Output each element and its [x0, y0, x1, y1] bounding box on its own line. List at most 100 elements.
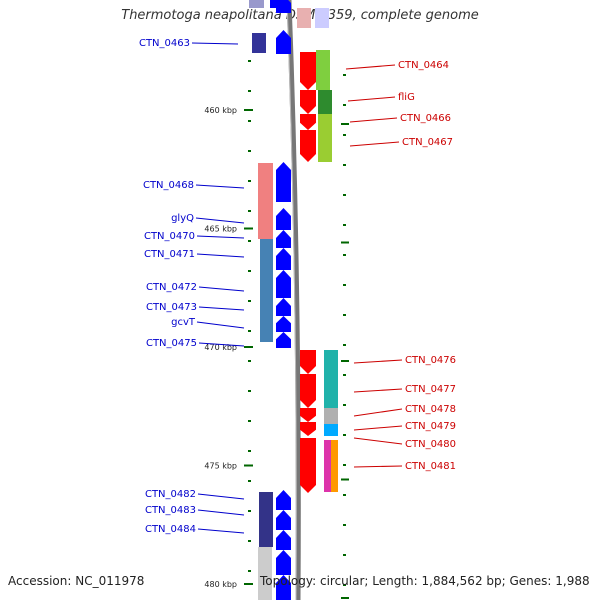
minor-tick-right — [343, 524, 346, 526]
gene-block — [297, 8, 311, 28]
label-leader-left — [197, 509, 245, 516]
kbp-label: 470 kbp — [204, 343, 237, 352]
gene-block — [258, 547, 272, 600]
minor-tick-right — [343, 344, 346, 346]
gene-label-left: CTN_0483 — [145, 505, 196, 516]
kbp-tick — [244, 464, 253, 467]
gene-label-right: fliG — [398, 92, 415, 103]
minor-tick-right — [343, 74, 346, 76]
cds-arrow-left — [276, 248, 291, 270]
minor-tick-right — [343, 434, 346, 436]
cds-arrow-right — [300, 374, 316, 408]
minor-tick-right — [343, 494, 346, 496]
gene-block — [270, 0, 285, 8]
label-leader-right — [353, 437, 403, 445]
gene-block — [318, 114, 332, 162]
cds-arrow-left — [276, 30, 291, 54]
cds-arrow-left — [276, 270, 291, 298]
label-leader-right — [347, 96, 396, 102]
label-leader-left — [195, 217, 245, 224]
minor-tick-left — [248, 240, 251, 242]
minor-tick-left — [248, 390, 251, 392]
label-leader-left — [196, 321, 245, 329]
gene-label-left: CTN_0468 — [143, 180, 194, 191]
cds-arrow-left — [276, 208, 291, 230]
minor-tick-left — [248, 120, 251, 122]
kbp-tick — [244, 227, 253, 230]
cds-arrow-left — [276, 575, 291, 600]
gene-label-left: CTN_0463 — [139, 38, 190, 49]
cds-arrow-left — [276, 230, 291, 248]
cds-arrow-right — [300, 350, 316, 374]
gene-label-left: CTN_0471 — [144, 249, 195, 260]
backbone-highlight — [286, 0, 297, 600]
gene-label-right: CTN_0466 — [400, 113, 451, 124]
gene-block — [324, 350, 338, 408]
label-leader-right — [353, 425, 403, 431]
cds-arrow-right — [300, 408, 316, 422]
minor-tick-right — [343, 104, 346, 106]
minor-tick-left — [248, 420, 251, 422]
minor-tick-left — [248, 60, 251, 62]
gene-block — [252, 33, 266, 53]
minor-tick-right — [343, 134, 346, 136]
cds-arrow-left — [276, 490, 291, 510]
gene-block — [260, 239, 273, 342]
label-leader-left — [196, 253, 245, 258]
gene-label-left: CTN_0484 — [145, 524, 196, 535]
gene-label-left: CTN_0472 — [146, 282, 197, 293]
minor-tick-left — [248, 570, 251, 572]
cds-arrow-left — [276, 530, 291, 550]
cds-arrow-right — [300, 438, 316, 493]
gene-block — [318, 90, 332, 114]
minor-tick-right — [343, 314, 346, 316]
cds-arrow-right — [300, 52, 316, 90]
label-leader-left — [198, 306, 245, 311]
minor-tick-left — [248, 180, 251, 182]
gene-label-right: CTN_0467 — [402, 137, 453, 148]
kbp-tick — [244, 346, 253, 348]
minor-tick-right — [343, 404, 346, 406]
gene-label-left: CTN_0482 — [145, 489, 196, 500]
label-leader-left — [196, 235, 245, 239]
minor-tick-right — [343, 224, 346, 226]
label-leader-left — [198, 286, 245, 292]
kbp-tick — [244, 583, 253, 585]
gene-label-right: CTN_0481 — [405, 461, 456, 472]
kbp-tick-right — [341, 597, 349, 599]
kbp-tick-right — [341, 478, 349, 481]
gene-label-right: CTN_0464 — [398, 60, 449, 71]
gene-block — [315, 8, 329, 28]
label-leader-right — [349, 117, 398, 123]
gene-block — [259, 492, 273, 547]
label-leader-left — [197, 493, 245, 500]
gene-block — [324, 408, 338, 424]
cds-arrow-right — [300, 90, 316, 114]
label-leader-right — [353, 359, 403, 364]
kbp-tick-right — [341, 360, 349, 362]
kbp-label: 465 kbp — [204, 225, 237, 234]
kbp-tick-right — [341, 123, 349, 125]
cds-arrow-left — [276, 550, 291, 575]
cds-arrow-right — [300, 130, 316, 162]
gene-block — [324, 440, 331, 492]
cds-arrow-left — [276, 510, 291, 530]
cds-arrow-left — [276, 162, 291, 202]
label-leader-right — [353, 388, 403, 393]
minor-tick-right — [343, 464, 346, 466]
label-leader-left — [195, 184, 245, 189]
minor-tick-right — [343, 194, 346, 196]
gene-label-left: gcvT — [171, 317, 196, 328]
label-leader-right — [345, 64, 396, 70]
gene-label-left: glyQ — [171, 213, 194, 224]
minor-tick-left — [248, 480, 251, 482]
minor-tick-left — [248, 270, 251, 272]
minor-tick-right — [343, 584, 346, 586]
kbp-label: 460 kbp — [204, 106, 237, 115]
label-leader-right — [349, 141, 400, 147]
cds-arrow-left — [276, 316, 291, 332]
gene-block — [258, 163, 273, 239]
minor-tick-left — [248, 510, 251, 512]
gene-block — [324, 424, 338, 436]
label-leader-left — [197, 528, 245, 534]
